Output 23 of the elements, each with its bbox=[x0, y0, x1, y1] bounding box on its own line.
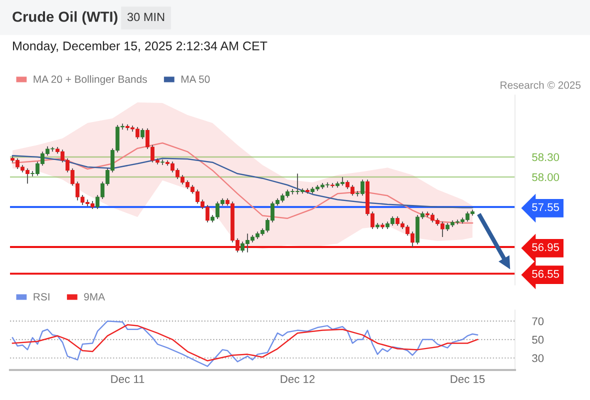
y-tick-label: 58.00 bbox=[532, 173, 560, 182]
legend-label: RSI bbox=[34, 293, 50, 300]
chart-subtitle: 30 MIN bbox=[127, 12, 164, 22]
y-tick-label: 56.95 bbox=[532, 243, 560, 252]
legend-label: MA 20 + Bollinger Bands bbox=[34, 75, 147, 85]
x-tick-label: Dec 15 bbox=[450, 375, 485, 384]
y-tick-label: 56.55 bbox=[532, 270, 560, 278]
line-series bbox=[12, 324, 478, 362]
legend-label: 9MA bbox=[84, 293, 106, 300]
x-tick-label: Dec 11 bbox=[111, 375, 144, 384]
line-series bbox=[12, 320, 478, 367]
y-tick-label: 70 bbox=[532, 317, 544, 326]
y-tick-label: 50 bbox=[532, 336, 544, 344]
candlestick bbox=[140, 128, 144, 140]
line-series bbox=[12, 142, 474, 224]
text: Monday, December 15, 2025 2:12:34 AM CET bbox=[13, 41, 268, 53]
legend-label: MA 50 bbox=[181, 76, 210, 83]
y-tick-label: 57.55 bbox=[532, 203, 560, 212]
text: Research © 2025 bbox=[500, 81, 581, 89]
y-tick-label: 30 bbox=[532, 354, 544, 362]
x-tick-label: Dec 12 bbox=[280, 375, 315, 384]
y-tick-label: 58.30 bbox=[532, 153, 560, 162]
chart-title: Crude Oil (WTI) bbox=[12, 11, 118, 25]
